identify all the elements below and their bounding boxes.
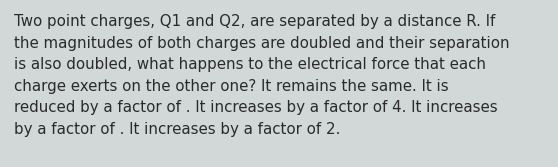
- Text: Two point charges, Q1 and Q2, are separated by a distance R. If
the magnitudes o: Two point charges, Q1 and Q2, are separa…: [14, 14, 509, 137]
